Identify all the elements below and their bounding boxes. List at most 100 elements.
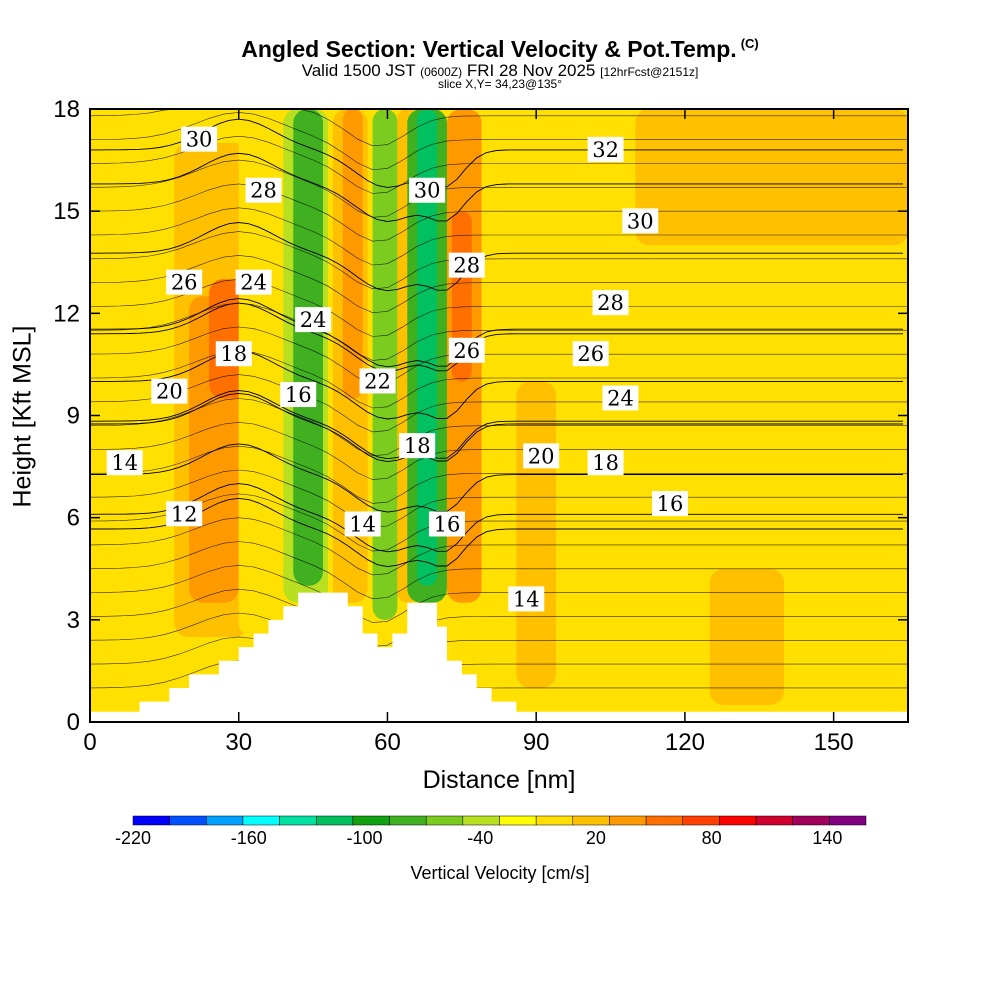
y-tick-label: 3 <box>67 607 80 634</box>
colorbar-swatch <box>645 815 683 826</box>
colorbar-swatch <box>242 815 280 826</box>
colorbar-swatch <box>316 815 354 826</box>
contour-label-text: 32 <box>592 138 619 162</box>
velocity-region-17 <box>516 381 557 688</box>
contour-label-text: 30 <box>627 209 654 233</box>
theta-contour-28 <box>90 222 903 292</box>
subtitle-zulu: (0600Z) <box>420 65 463 79</box>
x-tick-label: 150 <box>814 729 854 756</box>
contour-label-box <box>508 586 545 612</box>
contour-label-box <box>166 501 203 527</box>
contour-label-text: 14 <box>349 512 376 536</box>
theta-contour-26 <box>90 298 903 368</box>
contour-label-box <box>587 136 624 162</box>
contour-label: 14 <box>106 450 143 476</box>
contour-label: 32 <box>587 136 624 162</box>
theta-contour-minor <box>89 183 908 242</box>
theta-contour-minor <box>89 135 908 194</box>
colorbar-swatch <box>132 815 170 826</box>
contour-label-box <box>652 491 689 517</box>
colorbar-tick-label: -40 <box>467 828 493 848</box>
y-tick-label: 6 <box>67 505 80 532</box>
contour-label-box <box>448 252 485 278</box>
y-axis-label: Height [Kft MSL] <box>8 325 37 508</box>
colorbar-swatch <box>719 815 757 826</box>
colorbar-tick-label: 20 <box>586 828 606 848</box>
colorbar-swatch <box>829 815 867 826</box>
theta-contour-24 <box>90 302 903 372</box>
theta-contour-minor <box>89 159 908 218</box>
theta-contour-minor <box>89 421 908 480</box>
velocity-region-0 <box>90 109 140 712</box>
contour-label: 20 <box>523 443 560 469</box>
contour-label: 26 <box>448 337 485 363</box>
terrain <box>90 592 908 722</box>
contour-label-text: 16 <box>434 512 461 536</box>
contour-label: 14 <box>508 586 545 612</box>
axes: 0 30 60 90 120 150 0 3 6 9 12 15 18 <box>53 96 908 756</box>
colorbar-swatch <box>755 815 793 826</box>
contour-label: 26 <box>572 341 609 367</box>
x-axis-label: Distance [nm] <box>422 766 576 794</box>
velocity-region-20 <box>709 568 785 705</box>
contour-label-text: 20 <box>528 444 555 468</box>
velocity-region-7 <box>293 109 324 586</box>
contour-label-box <box>151 378 188 404</box>
contour-label-text: 30 <box>414 179 441 203</box>
theta-contour-minor <box>89 636 908 695</box>
contour-label-text: 18 <box>220 342 247 366</box>
contour-label-text: 24 <box>240 271 267 295</box>
theta-contour-minor <box>89 517 908 576</box>
contour-label: 24 <box>602 385 639 411</box>
colorbar-swatch <box>499 815 537 826</box>
colorbar-swatch <box>352 815 390 826</box>
contour-label: 24 <box>295 307 332 333</box>
contour-label-box <box>399 433 436 459</box>
contour-label-box <box>602 385 639 411</box>
velocity-field <box>90 109 908 722</box>
theta-contour-minor <box>89 541 908 600</box>
theta-contour-minor <box>89 231 908 290</box>
theta-contour-minor <box>89 398 908 457</box>
theta-contours <box>89 108 908 709</box>
subtitle-valid: Valid 1500 JST <box>301 61 416 80</box>
theta-contour-30 <box>90 152 903 222</box>
theta-contour-minor <box>89 112 908 171</box>
chart-title-suffix: (C) <box>740 36 759 51</box>
colorbar-swatch <box>609 815 647 826</box>
contour-label-text: 26 <box>453 339 480 363</box>
terrain-shape <box>90 592 908 722</box>
colorbar-swatch <box>462 815 500 826</box>
contour-label: 28 <box>592 290 629 316</box>
contour-label: 18 <box>215 341 252 367</box>
theta-contour-minor <box>89 469 908 528</box>
contour-label-text: 26 <box>171 271 198 295</box>
contour-label: 28 <box>245 177 282 203</box>
theta-contour-minor <box>89 302 908 361</box>
y-tick-label: 9 <box>67 403 80 430</box>
contour-label-text: 16 <box>657 492 684 516</box>
colorbar-tick-label: -100 <box>346 828 382 848</box>
x-tick-label: 0 <box>83 729 96 756</box>
colorbar-swatch <box>792 815 830 826</box>
colorbar-swatch <box>279 815 317 826</box>
contour-label-box <box>166 269 203 295</box>
colorbar-swatch <box>389 815 427 826</box>
contour-label-box <box>295 307 332 333</box>
theta-contour-minor <box>89 207 908 266</box>
velocity-region-4 <box>208 279 249 399</box>
chart-title: Angled Section: Vertical Velocity & Pot.… <box>241 36 759 62</box>
contour-label: 30 <box>181 126 218 152</box>
theta-contour-minor <box>89 564 908 623</box>
x-tick-label: 30 <box>225 729 252 756</box>
contour-label: 16 <box>428 511 465 537</box>
contour-label-box <box>235 269 272 295</box>
colorbar-tick-label: 80 <box>702 828 722 848</box>
colorbar-title: Vertical Velocity [cm/s] <box>410 863 590 883</box>
contour-label: 12 <box>166 501 203 527</box>
theta-contour-16 <box>90 443 903 513</box>
theta-contour-12 <box>89 483 903 553</box>
slice-label: slice X,Y= 34,23@135° <box>437 77 563 91</box>
theta-contour-32 <box>90 118 903 188</box>
